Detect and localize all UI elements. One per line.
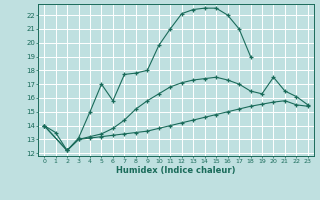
X-axis label: Humidex (Indice chaleur): Humidex (Indice chaleur) (116, 166, 236, 175)
